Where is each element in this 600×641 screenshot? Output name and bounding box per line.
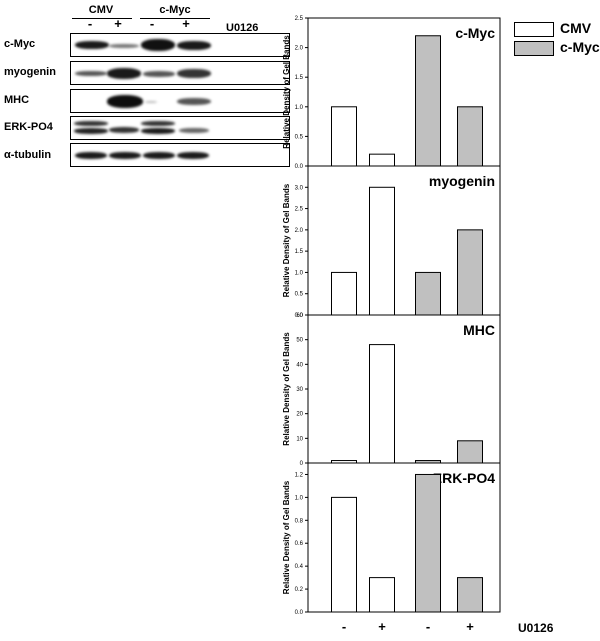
blot-strip-myogenin xyxy=(70,61,290,85)
y-tick-label: 2.5 xyxy=(295,207,304,213)
y-tick-label: 10 xyxy=(296,436,303,442)
x-axis-treatment-label: U0126 xyxy=(518,621,554,635)
blot-lane-sign: + xyxy=(114,16,122,31)
bar xyxy=(369,186,395,316)
chart-title: MHC xyxy=(463,322,495,338)
y-tick-label: 0 xyxy=(300,461,304,467)
group-header-cmyc: c-Myc xyxy=(159,4,191,16)
bar xyxy=(369,577,395,613)
y-tick-label: 2.0 xyxy=(295,228,304,234)
y-tick-label: 2.0 xyxy=(295,46,304,52)
y-tick-label: 50 xyxy=(296,338,303,344)
x-tick-label: - xyxy=(341,619,347,634)
y-tick-label: 0.5 xyxy=(295,134,304,140)
bar xyxy=(457,577,483,613)
bar xyxy=(331,106,357,167)
legend-swatch-cmv xyxy=(514,22,554,37)
y-axis-label: Relative Density of Gel Bands xyxy=(282,35,291,149)
chart-title: c-Myc xyxy=(455,25,495,41)
chart-title: ERK-PO4 xyxy=(433,470,495,486)
legend-label-cmyc: c-Myc xyxy=(560,39,600,55)
bar xyxy=(457,440,483,464)
chart-frame xyxy=(307,462,501,613)
bar xyxy=(457,106,483,167)
blot-row-label: c-Myc xyxy=(4,38,36,50)
y-tick-label: 40 xyxy=(296,362,303,368)
bar xyxy=(457,229,483,316)
group-underline-cmyc xyxy=(140,18,210,19)
y-tick-label: 0.4 xyxy=(295,564,304,570)
bar xyxy=(331,271,357,316)
y-tick-label: 0.0 xyxy=(295,164,304,170)
group-underline-cmv xyxy=(72,18,132,19)
y-tick-label: 1.5 xyxy=(295,75,304,81)
y-tick-label: 1.0 xyxy=(295,270,304,276)
y-tick-label: 0.6 xyxy=(295,541,304,547)
blot-lane-sign: - xyxy=(87,16,93,31)
bar xyxy=(369,153,395,167)
y-tick-label: 2.5 xyxy=(295,16,304,22)
x-tick-label: + xyxy=(466,619,474,634)
y-axis-label: Relative Density of Gel Bands xyxy=(282,332,291,446)
bar xyxy=(415,271,441,316)
bar xyxy=(331,496,357,613)
bar xyxy=(415,473,441,613)
y-axis-label: Relative Density of Gel Bands xyxy=(282,183,291,297)
bar xyxy=(415,35,441,167)
blot-row-label: myogenin xyxy=(4,66,56,78)
legend-swatch-cmyc xyxy=(514,41,554,56)
y-tick-label: 0.2 xyxy=(295,587,304,593)
blot-strip-mhc xyxy=(70,89,290,113)
y-tick-label: 0.5 xyxy=(295,292,304,298)
legend-label-cmv: CMV xyxy=(560,20,592,36)
y-tick-label: 3.0 xyxy=(295,185,304,191)
x-tick-label: + xyxy=(378,619,386,634)
y-tick-label: 1.0 xyxy=(295,495,304,501)
group-header-cmv: CMV xyxy=(88,4,114,16)
blot-strip-alpha-tubulin xyxy=(70,143,290,167)
y-axis-label: Relative Density of Gel Bands xyxy=(282,480,291,594)
blot-lane-sign: - xyxy=(149,16,155,31)
blot-lane-sign: + xyxy=(182,16,190,31)
y-tick-label: 60 xyxy=(296,313,303,319)
blot-row-label: α-tubulin xyxy=(4,149,52,161)
y-tick-label: 1.5 xyxy=(295,249,304,255)
blot-strip-erk-po4 xyxy=(70,116,290,140)
y-tick-label: 0.0 xyxy=(295,610,304,616)
chart-title: myogenin xyxy=(429,173,495,189)
blot-treatment-label: U0126 xyxy=(226,22,259,34)
y-tick-label: 1.0 xyxy=(295,105,304,111)
y-tick-label: 0.8 xyxy=(295,518,304,524)
blot-row-label: MHC xyxy=(4,94,30,106)
y-tick-label: 0.0 xyxy=(295,313,304,319)
blot-row-label: ERK-PO4 xyxy=(4,121,53,133)
y-tick-label: 30 xyxy=(296,387,303,393)
x-tick-label: - xyxy=(425,619,431,634)
bar xyxy=(369,344,395,464)
y-tick-label: 20 xyxy=(296,412,303,418)
y-tick-label: 1.2 xyxy=(295,472,304,478)
blot-strip-cmyc xyxy=(70,33,290,57)
